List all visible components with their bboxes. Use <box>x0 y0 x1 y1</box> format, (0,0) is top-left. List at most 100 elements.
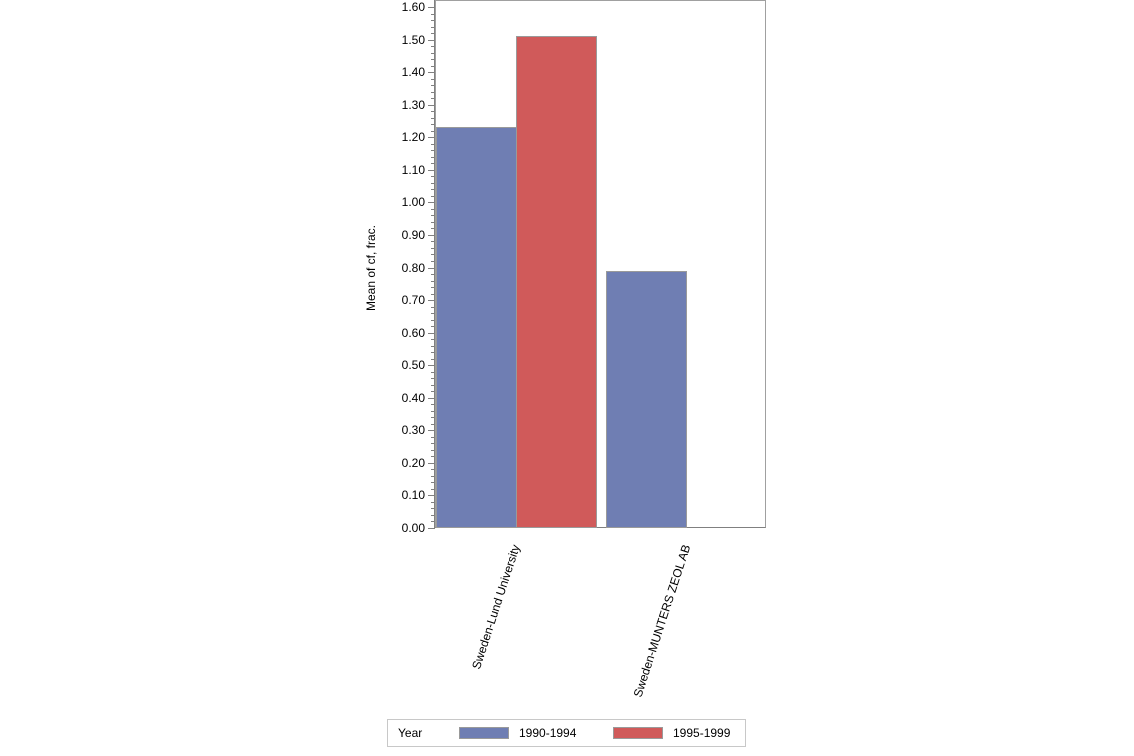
y-minor-tick <box>431 196 434 197</box>
y-axis-label: Mean of cf, frac. <box>364 224 378 312</box>
y-minor-tick <box>431 411 434 412</box>
y-minor-tick <box>431 66 434 67</box>
y-minor-tick <box>431 372 434 373</box>
y-major-tick <box>428 430 434 431</box>
y-minor-tick <box>431 79 434 80</box>
y-minor-tick <box>431 27 434 28</box>
y-minor-tick <box>431 385 434 386</box>
y-minor-tick <box>431 228 434 229</box>
y-tick-label: 0.10 <box>401 488 425 502</box>
y-major-tick <box>428 105 434 106</box>
y-minor-tick <box>431 456 434 457</box>
y-minor-tick <box>431 111 434 112</box>
y-tick-label: 0.40 <box>401 391 425 405</box>
y-minor-tick <box>431 14 434 15</box>
legend: Year 1990-1994 1995-1999 <box>387 719 746 747</box>
y-minor-tick <box>431 521 434 522</box>
y-minor-tick <box>431 150 434 151</box>
y-minor-tick <box>431 189 434 190</box>
y-minor-tick <box>431 92 434 93</box>
y-major-tick <box>428 40 434 41</box>
y-tick-label: 0.20 <box>401 456 425 470</box>
y-minor-tick <box>431 241 434 242</box>
y-minor-tick <box>431 176 434 177</box>
plot-area <box>435 0 766 528</box>
y-tick-label: 1.20 <box>401 130 425 144</box>
y-minor-tick <box>431 320 434 321</box>
y-minor-tick <box>431 437 434 438</box>
y-tick-label: 1.00 <box>401 195 425 209</box>
y-minor-tick <box>431 352 434 353</box>
y-major-tick <box>428 398 434 399</box>
y-minor-tick <box>431 515 434 516</box>
legend-label-1995-1999: 1995-1999 <box>673 726 731 740</box>
y-minor-tick <box>431 391 434 392</box>
y-minor-tick <box>431 476 434 477</box>
y-minor-tick <box>431 144 434 145</box>
y-minor-tick <box>431 59 434 60</box>
y-minor-tick <box>431 339 434 340</box>
y-major-tick <box>428 235 434 236</box>
y-minor-tick <box>431 118 434 119</box>
y-major-tick <box>428 463 434 464</box>
y-minor-tick <box>431 508 434 509</box>
y-minor-tick <box>431 157 434 158</box>
y-minor-tick <box>431 163 434 164</box>
y-minor-tick <box>431 313 434 314</box>
y-minor-tick <box>431 281 434 282</box>
y-minor-tick <box>431 346 434 347</box>
y-minor-tick <box>431 443 434 444</box>
legend-swatch-1995-1999 <box>613 727 663 739</box>
y-major-tick <box>428 72 434 73</box>
y-minor-tick <box>431 131 434 132</box>
legend-title: Year <box>398 726 423 740</box>
y-major-tick <box>428 170 434 171</box>
x-tick-label: Sweden-MUNTERS ZEOL AB <box>630 542 694 699</box>
y-tick-label: 0.50 <box>401 358 425 372</box>
y-tick-label: 0.30 <box>401 423 425 437</box>
y-minor-tick <box>431 378 434 379</box>
y-tick-label: 1.40 <box>401 65 425 79</box>
y-minor-tick <box>431 215 434 216</box>
y-axis-line <box>434 0 435 529</box>
bar-1995-1999-0 <box>516 36 597 528</box>
x-tick-label: Sweden-Lund University <box>469 542 523 671</box>
bar-1990-1994-0 <box>436 127 517 528</box>
y-minor-tick <box>431 359 434 360</box>
y-minor-tick <box>431 489 434 490</box>
y-major-tick <box>428 495 434 496</box>
y-tick-label: 0.60 <box>401 326 425 340</box>
y-minor-tick <box>431 183 434 184</box>
y-minor-tick <box>431 326 434 327</box>
y-minor-tick <box>431 417 434 418</box>
y-major-tick <box>428 365 434 366</box>
y-minor-tick <box>431 98 434 99</box>
y-minor-tick <box>431 274 434 275</box>
legend-label-1990-1994: 1990-1994 <box>519 726 577 740</box>
y-minor-tick <box>431 254 434 255</box>
y-minor-tick <box>431 222 434 223</box>
y-minor-tick <box>431 404 434 405</box>
y-minor-tick <box>431 53 434 54</box>
y-minor-tick <box>431 294 434 295</box>
y-major-tick <box>428 137 434 138</box>
y-minor-tick <box>431 248 434 249</box>
y-minor-tick <box>431 287 434 288</box>
y-minor-tick <box>431 307 434 308</box>
y-major-tick <box>428 300 434 301</box>
y-tick-label: 1.30 <box>401 98 425 112</box>
y-minor-tick <box>431 469 434 470</box>
y-tick-label: 0.90 <box>401 228 425 242</box>
y-tick-label: 1.60 <box>401 0 425 14</box>
y-major-tick <box>428 202 434 203</box>
y-minor-tick <box>431 261 434 262</box>
y-major-tick <box>428 333 434 334</box>
y-minor-tick <box>431 450 434 451</box>
y-major-tick <box>428 528 434 529</box>
y-major-tick <box>428 268 434 269</box>
y-tick-label: 0.80 <box>401 261 425 275</box>
y-minor-tick <box>431 424 434 425</box>
y-tick-label: 0.00 <box>401 521 425 535</box>
y-tick-label: 1.10 <box>401 163 425 177</box>
y-minor-tick <box>431 20 434 21</box>
